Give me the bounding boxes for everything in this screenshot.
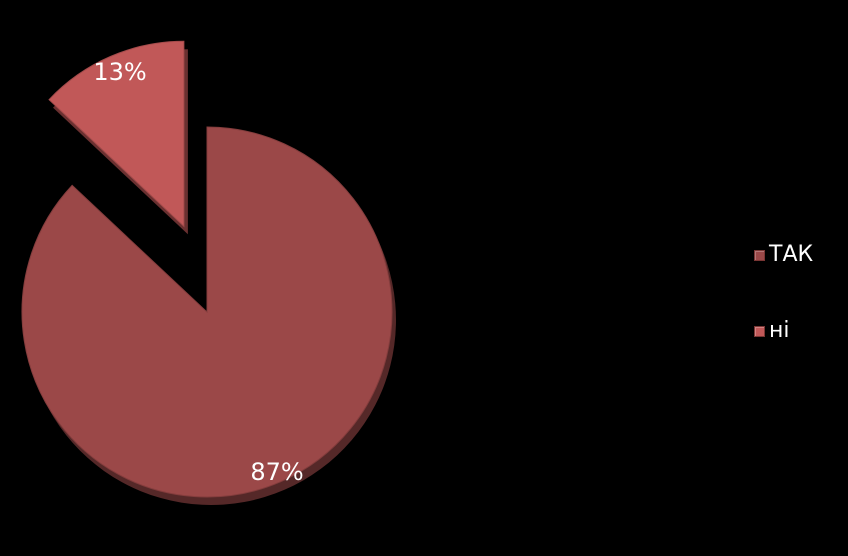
pie-slice-ni xyxy=(48,40,185,228)
legend-item-tak: ТАК xyxy=(754,238,844,272)
legend-label-ni: ні xyxy=(769,318,790,343)
pie-slice-tak xyxy=(21,126,393,498)
data-label-tak: 87% xyxy=(250,458,303,486)
legend-item-ni: ні xyxy=(754,314,844,348)
chart-legend: ТАК ні xyxy=(754,238,844,390)
legend-label-tak: ТАК xyxy=(769,242,814,267)
legend-swatch-tak xyxy=(754,249,765,261)
legend-swatch-ni xyxy=(754,325,765,337)
data-label-ni: 13% xyxy=(93,58,146,86)
